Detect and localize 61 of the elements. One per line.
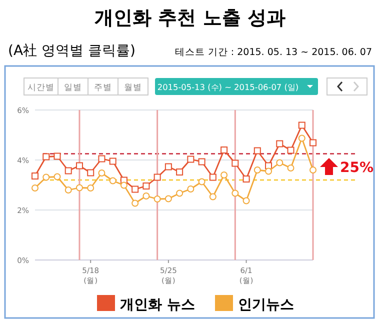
point: [242, 197, 250, 204]
point: [209, 174, 216, 181]
point: [132, 200, 139, 207]
point: [298, 122, 306, 129]
chart-subtitle: (A社 영역별 클릭률): [8, 43, 136, 59]
point: [232, 160, 239, 167]
point: [120, 182, 128, 189]
point: [154, 196, 161, 202]
point: [276, 140, 284, 148]
point: [176, 168, 184, 176]
point: [142, 182, 150, 190]
point: [254, 147, 261, 154]
point: [176, 190, 184, 197]
point: [109, 177, 116, 184]
point: [98, 170, 106, 176]
point: [98, 155, 106, 162]
legend-label: 인기뉴스: [238, 297, 294, 313]
point: [76, 184, 83, 192]
point: [198, 158, 206, 166]
point: [32, 172, 38, 180]
point: [310, 166, 316, 174]
point: [187, 186, 194, 192]
point: [310, 139, 316, 146]
point: [232, 190, 239, 197]
point: [42, 153, 50, 160]
point: [220, 172, 228, 178]
point: [132, 186, 139, 193]
text: 일별: [64, 83, 82, 93]
point: [298, 134, 306, 142]
point: [209, 193, 216, 200]
text: 주별: [94, 83, 112, 93]
point: [287, 164, 294, 172]
point: [164, 195, 172, 202]
point: [32, 184, 38, 192]
point: [87, 169, 94, 176]
text: 월별: [124, 83, 142, 93]
chart-title: 개인화 추천 노출 성과: [94, 7, 286, 29]
text: 2015-05-13 (수) ~ 2015-06-07 (일): [157, 82, 299, 92]
point: [154, 174, 161, 181]
point: [265, 168, 272, 175]
text: 시간별: [28, 83, 54, 93]
point: [164, 163, 172, 170]
point: [54, 173, 61, 180]
point: [54, 152, 61, 160]
point: [287, 146, 294, 154]
point: [242, 176, 250, 182]
point: [187, 156, 194, 163]
point: [276, 159, 284, 166]
point: [142, 192, 150, 200]
point: [64, 167, 72, 174]
point: [76, 162, 83, 170]
point: [198, 178, 206, 186]
point: [87, 184, 94, 192]
point: [109, 158, 116, 165]
point: [254, 166, 261, 174]
point: [64, 186, 72, 194]
text: 테스트 기간 : 2015. 05. 13 ~ 2015. 06. 07: [174, 47, 372, 58]
legend-label: 개인화 뉴스: [120, 297, 195, 313]
point: [42, 174, 50, 181]
text: 25%: [340, 160, 374, 176]
point: [220, 146, 228, 154]
